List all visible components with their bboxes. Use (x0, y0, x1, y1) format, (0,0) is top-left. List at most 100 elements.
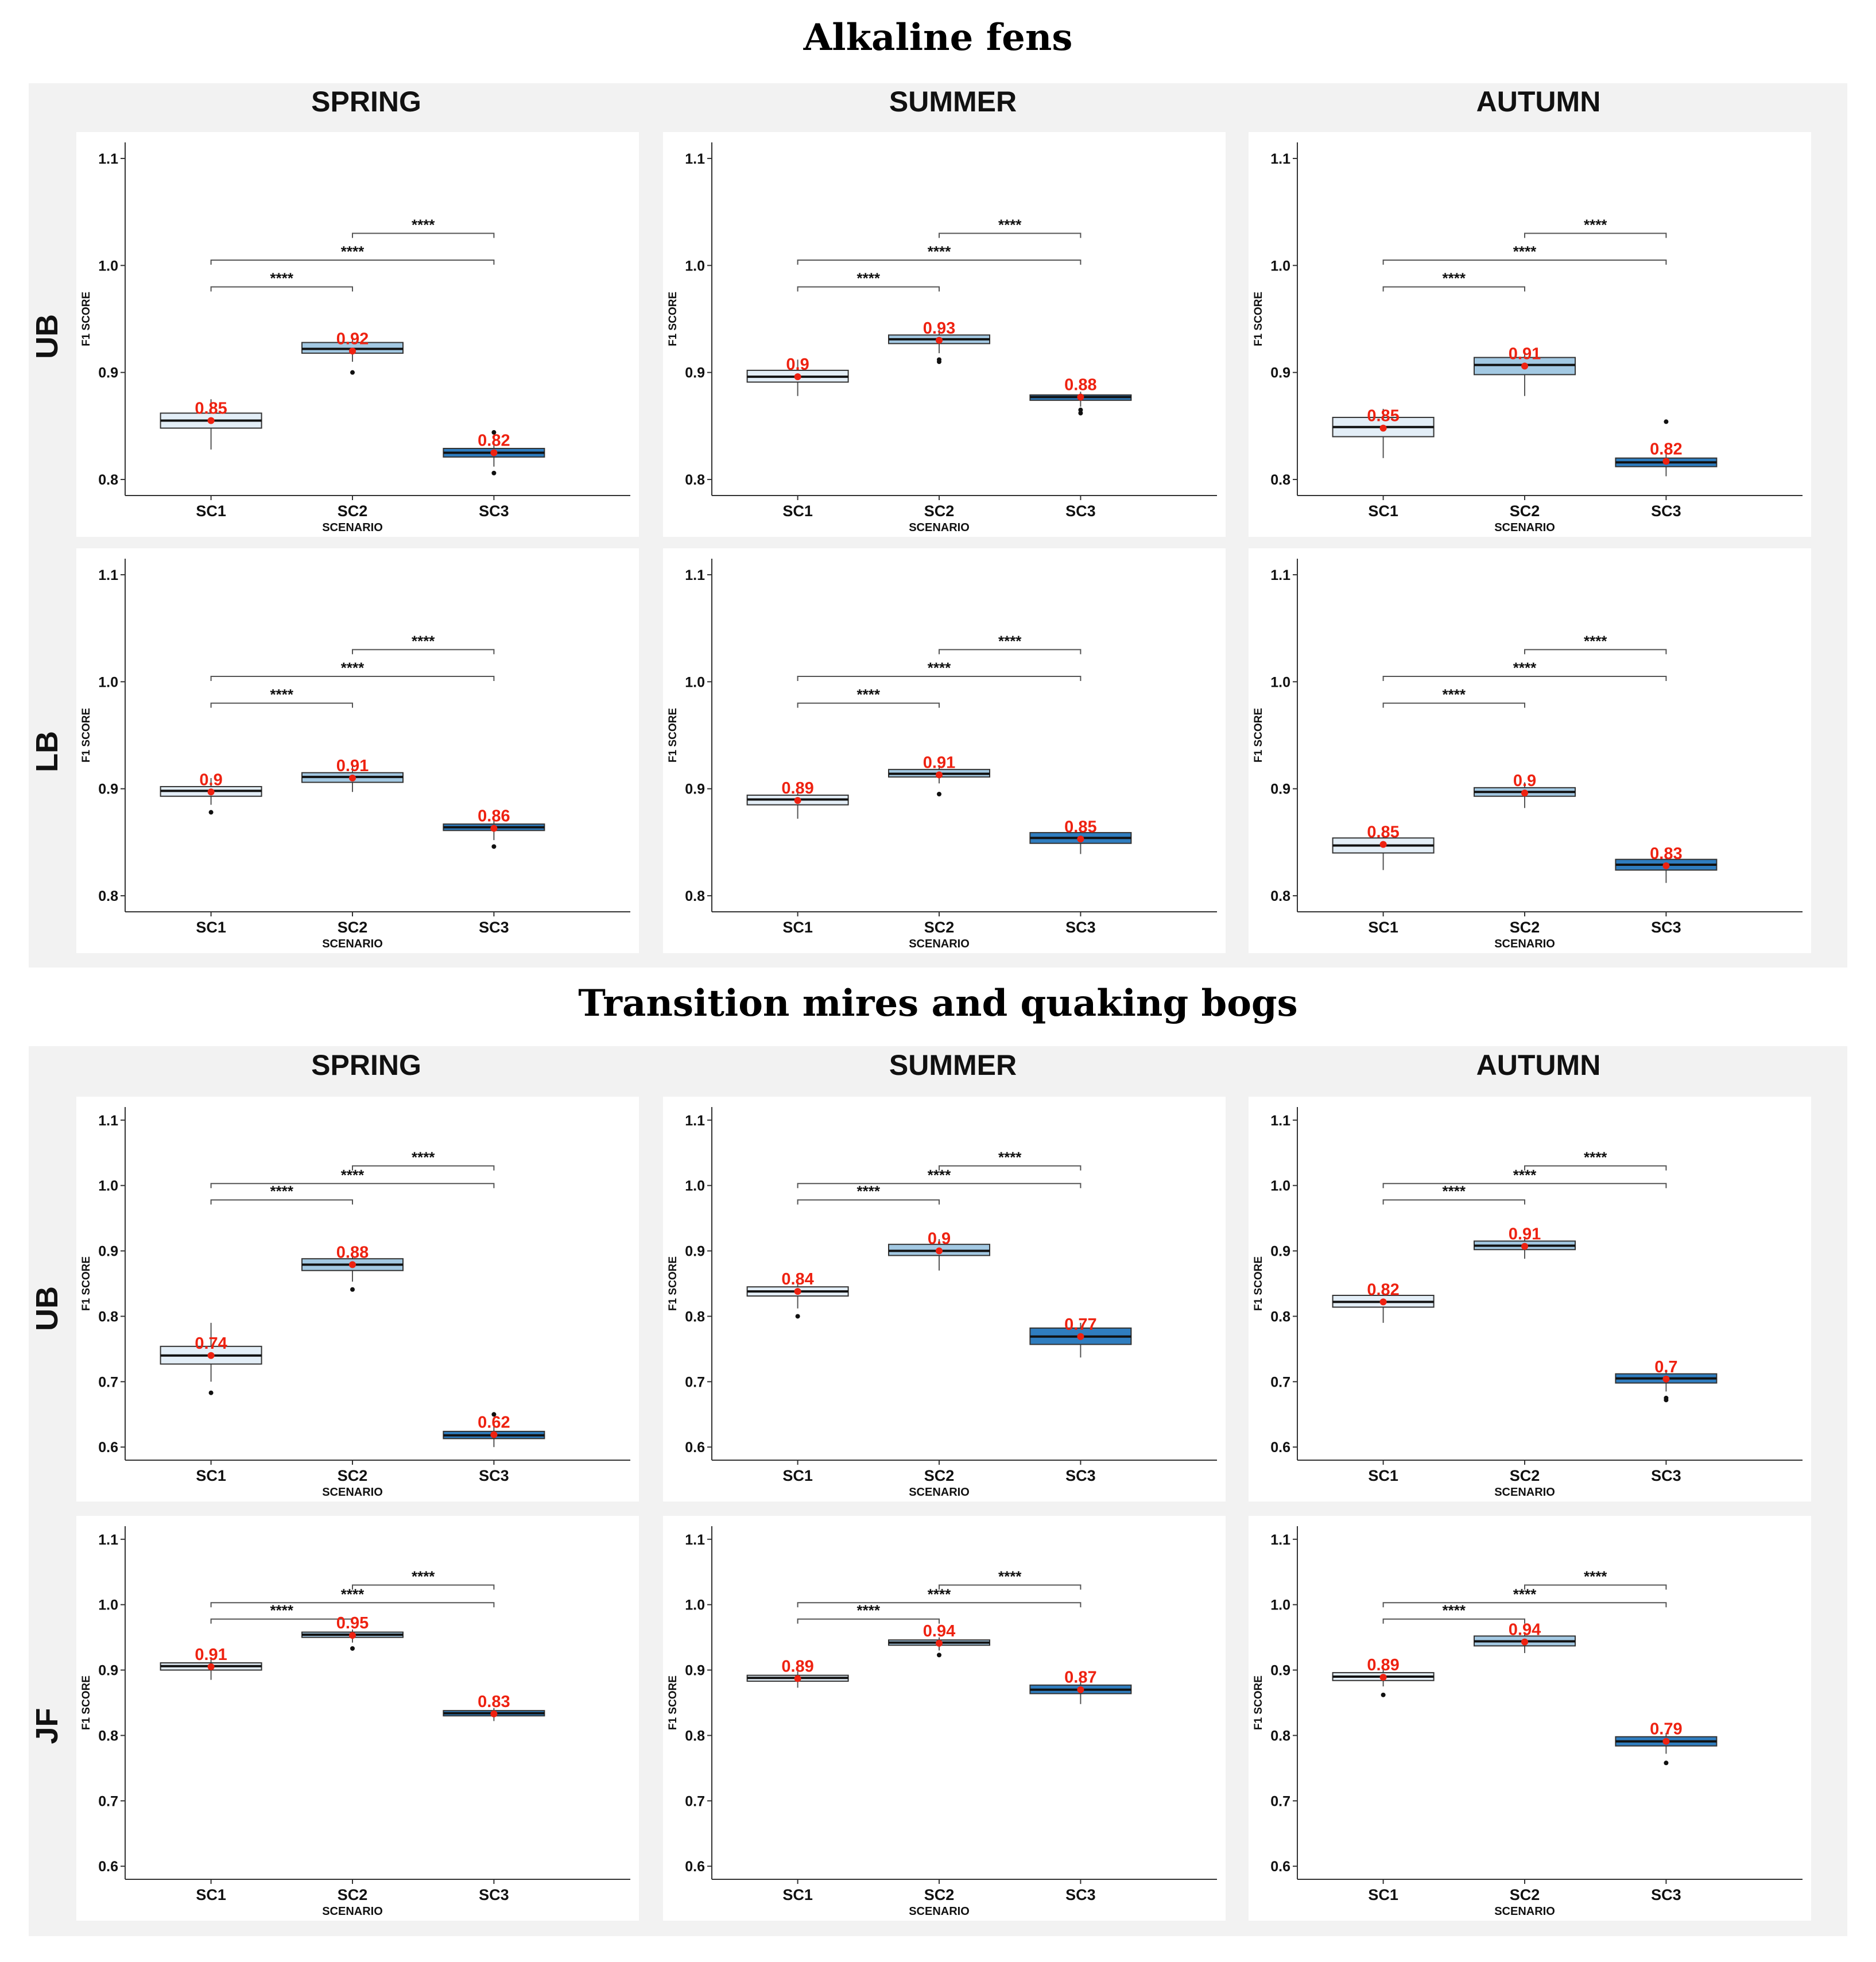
mean-label: 0.9 (199, 771, 222, 789)
significance-bracket (352, 649, 495, 655)
x-tick-label: SC1 (1368, 919, 1398, 936)
y-tick-label: 0.9 (1270, 365, 1290, 381)
mean-point (1379, 1674, 1387, 1681)
boxplot-panel: 0.6 0.7 0.8 0.9 1.0 1.1 F1 SCORE SC1 SC2 SC3 SCENA… (76, 1516, 639, 1921)
boxplot-svg: 0.8 0.9 1.0 1.1 F1 SCORE SC1 SC2 SC3 SCENARIO ***… (667, 559, 1217, 950)
x-axis-title: SCENARIO (1494, 1486, 1555, 1499)
x-axis-title: SCENARIO (1494, 1905, 1555, 1918)
y-tick-label: 0.9 (1270, 1244, 1290, 1260)
significance-label: **** (928, 243, 951, 260)
mean-label: 0.91 (1509, 345, 1541, 363)
x-tick-label: SC2 (338, 919, 368, 936)
boxplot-svg: 0.6 0.7 0.8 0.9 1.0 1.1 F1 SCORE SC1 SC2 SC3 SCENA… (667, 1526, 1217, 1918)
mean-label: 0.94 (1509, 1621, 1541, 1639)
mean-label: 0.92 (336, 330, 369, 348)
significance-bracket (939, 233, 1082, 238)
mean-point (794, 1288, 801, 1295)
mean-point (936, 336, 943, 344)
season-label: SPRING (311, 86, 421, 118)
significance-bracket (1524, 649, 1667, 655)
x-tick-label: SC1 (782, 502, 813, 520)
mean-label: 0.88 (1064, 376, 1096, 394)
x-axis-title: SCENARIO (909, 521, 970, 534)
outlier-point (1664, 419, 1669, 424)
mean-label: 0.94 (923, 1622, 955, 1640)
mean-point (1662, 458, 1670, 465)
significance-bracket (797, 1199, 940, 1205)
x-tick-label: SC3 (1651, 1886, 1681, 1903)
significance-bracket (1524, 1584, 1667, 1590)
mean-label: 0.82 (1367, 1280, 1399, 1299)
mean-label: 0.74 (195, 1334, 227, 1353)
significance-bracket (1382, 260, 1667, 265)
y-tick-label: 0.6 (685, 1439, 705, 1456)
boxplot-panel: 0.6 0.7 0.8 0.9 1.0 1.1 F1 SCORE SC1 SC2 SC3 SCENA… (663, 1516, 1226, 1921)
significance-bracket (797, 260, 1082, 265)
season-label: AUTUMN (1476, 86, 1601, 118)
mean-label: 0.91 (1509, 1225, 1541, 1244)
mean-point (1379, 1298, 1387, 1306)
y-tick-label: 1.1 (685, 1113, 705, 1129)
significance-label: **** (1443, 1183, 1466, 1200)
significance-bracket (1382, 676, 1667, 681)
x-tick-label: SC1 (782, 1886, 813, 1903)
mean-point (207, 788, 215, 796)
y-tick-label: 1.1 (685, 1532, 705, 1548)
y-tick-label: 0.8 (98, 472, 118, 488)
boxplot-svg: 0.8 0.9 1.0 1.1 F1 SCORE SC1 SC2 SC3 SCENARIO ***… (667, 142, 1217, 534)
mean-label: 0.9 (1513, 772, 1536, 790)
mean-label: 0.82 (1650, 440, 1682, 458)
x-tick-label: SC2 (1510, 919, 1540, 936)
mean-point (490, 449, 498, 456)
significance-label: **** (928, 659, 951, 676)
outlier-point (1078, 407, 1083, 412)
boxplot-panel: 0.8 0.9 1.0 1.1 F1 SCORE SC1 SC2 SC3 SCENARIO ***… (663, 132, 1226, 537)
section-title: Alkaline fens (803, 16, 1073, 59)
significance-label: **** (857, 1183, 881, 1200)
x-tick-label: SC3 (479, 1467, 509, 1484)
significance-label: **** (1513, 659, 1537, 676)
significance-bracket (939, 1165, 1082, 1171)
mean-label: 0.85 (1367, 823, 1399, 842)
significance-label: **** (998, 1568, 1022, 1585)
x-axis-title: SCENARIO (322, 1486, 383, 1499)
x-axis-title: SCENARIO (909, 938, 970, 950)
outlier-point (1381, 1692, 1386, 1697)
x-tick-label: SC2 (1510, 1467, 1540, 1484)
outlier-point (208, 1390, 214, 1395)
y-tick-label: 1.0 (1270, 1597, 1290, 1613)
significance-bracket (210, 1183, 495, 1189)
x-tick-label: SC3 (1651, 502, 1681, 520)
mean-label: 0.89 (1367, 1656, 1399, 1674)
significance-bracket (1524, 1165, 1667, 1171)
significance-bracket (210, 1602, 495, 1608)
x-tick-label: SC3 (1651, 919, 1681, 936)
y-tick-label: 0.7 (685, 1374, 705, 1390)
mean-point (349, 1261, 356, 1268)
section-title: Transition mires and quaking bogs (578, 982, 1298, 1025)
mean-point (1662, 862, 1670, 869)
boxplot-panel: 0.8 0.9 1.0 1.1 F1 SCORE SC1 SC2 SC3 SCENARIO ***… (663, 548, 1226, 953)
x-tick-label: SC3 (1065, 1886, 1096, 1903)
x-tick-label: SC1 (196, 919, 226, 936)
mean-point (207, 417, 215, 424)
y-tick-label: 0.8 (1270, 1309, 1290, 1325)
mean-label: 0.9 (928, 1230, 951, 1248)
mean-point (490, 825, 498, 832)
significance-bracket (1524, 233, 1667, 238)
mean-point (794, 1675, 801, 1682)
row-label: UB (30, 1286, 64, 1331)
x-tick-label: SC2 (924, 502, 955, 520)
significance-label: **** (1443, 1602, 1466, 1619)
y-tick-label: 0.8 (685, 1728, 705, 1744)
x-axis-title: SCENARIO (1494, 938, 1555, 950)
boxplot-svg: 0.8 0.9 1.0 1.1 F1 SCORE SC1 SC2 SC3 SCENARIO ***… (1253, 559, 1803, 950)
boxplot-panel: 0.6 0.7 0.8 0.9 1.0 1.1 F1 SCORE SC1 SC2 SC3 SCENA… (1249, 1516, 1811, 1921)
significance-label: **** (270, 1183, 294, 1200)
significance-label: **** (857, 270, 881, 287)
boxplot-panel: 0.8 0.9 1.0 1.1 F1 SCORE SC1 SC2 SC3 SCENARIO ***… (76, 548, 639, 953)
significance-label: **** (1584, 632, 1607, 649)
y-tick-label: 0.8 (685, 888, 705, 904)
y-tick-label: 1.1 (1270, 151, 1290, 167)
x-tick-label: SC2 (1510, 1886, 1540, 1903)
